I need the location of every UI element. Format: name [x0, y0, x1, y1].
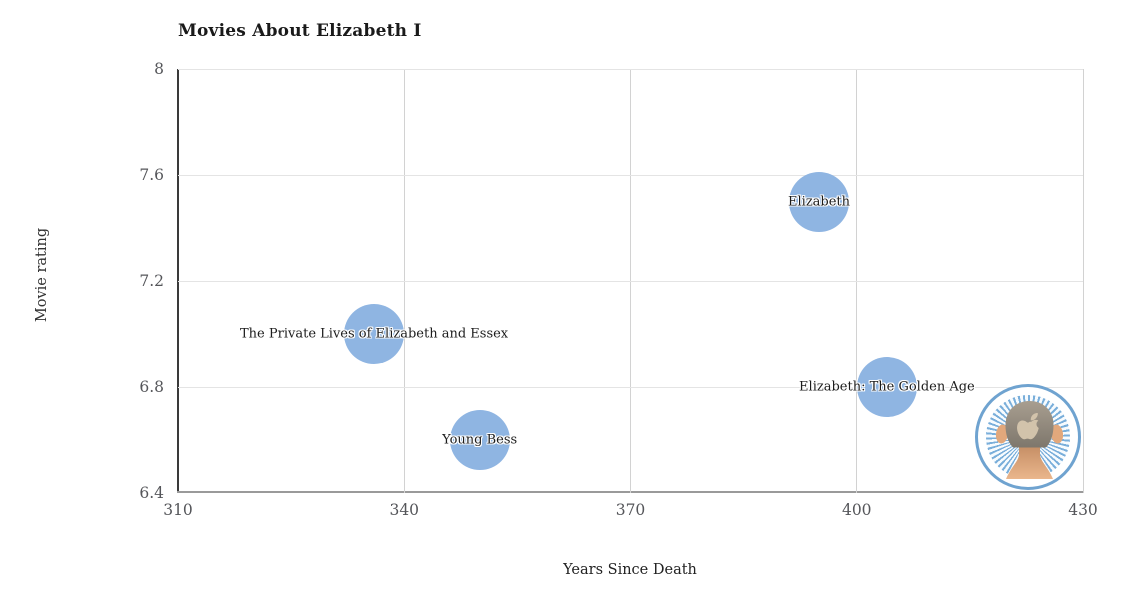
- y-axis-title: Movie rating: [34, 227, 50, 323]
- chart-title: Movies About Elizabeth I: [178, 21, 422, 41]
- plot-area: Elizabeth The Private Lives of Elizabeth …: [178, 68, 1084, 493]
- gridline-horizontal: [178, 68, 1083, 70]
- y-axis-tick-label: 7.2: [139, 272, 164, 290]
- x-axis-tick-label: 400: [841, 501, 872, 519]
- gridline-horizontal: [178, 280, 1083, 282]
- y-axis-tick-label: 8: [154, 60, 164, 78]
- y-axis-tick-label: 7.6: [139, 166, 164, 184]
- data-point-bubble[interactable]: [449, 410, 510, 470]
- x-axis-tick-label: 430: [1068, 501, 1098, 519]
- back-of-head-icon: [995, 401, 1064, 479]
- gridline-horizontal: [178, 174, 1083, 176]
- x-axis-tick-label: 370: [615, 501, 646, 519]
- profile-avatar: [975, 384, 1081, 490]
- data-point-bubble[interactable]: [789, 171, 850, 232]
- data-point-label: The Private Lives of Elizabeth and Essex: [240, 326, 509, 342]
- gridline-vertical: [1082, 69, 1084, 493]
- x-axis-title: Years Since Death: [563, 562, 697, 578]
- data-point-label: Elizabeth: [788, 194, 851, 209]
- data-point-bubble[interactable]: [344, 304, 405, 364]
- y-axis-tick-label: 6.4: [139, 484, 164, 502]
- gridline-horizontal: [178, 386, 1083, 388]
- data-point-bubble[interactable]: [856, 357, 917, 417]
- x-axis-tick-label: 310: [163, 501, 193, 519]
- data-point-label: Young Bess: [442, 432, 518, 448]
- data-point-label: Elizabeth: The Golden Age: [799, 379, 975, 395]
- y-axis-tick-label: 6.8: [139, 378, 164, 396]
- x-axis-tick-label: 340: [389, 501, 420, 519]
